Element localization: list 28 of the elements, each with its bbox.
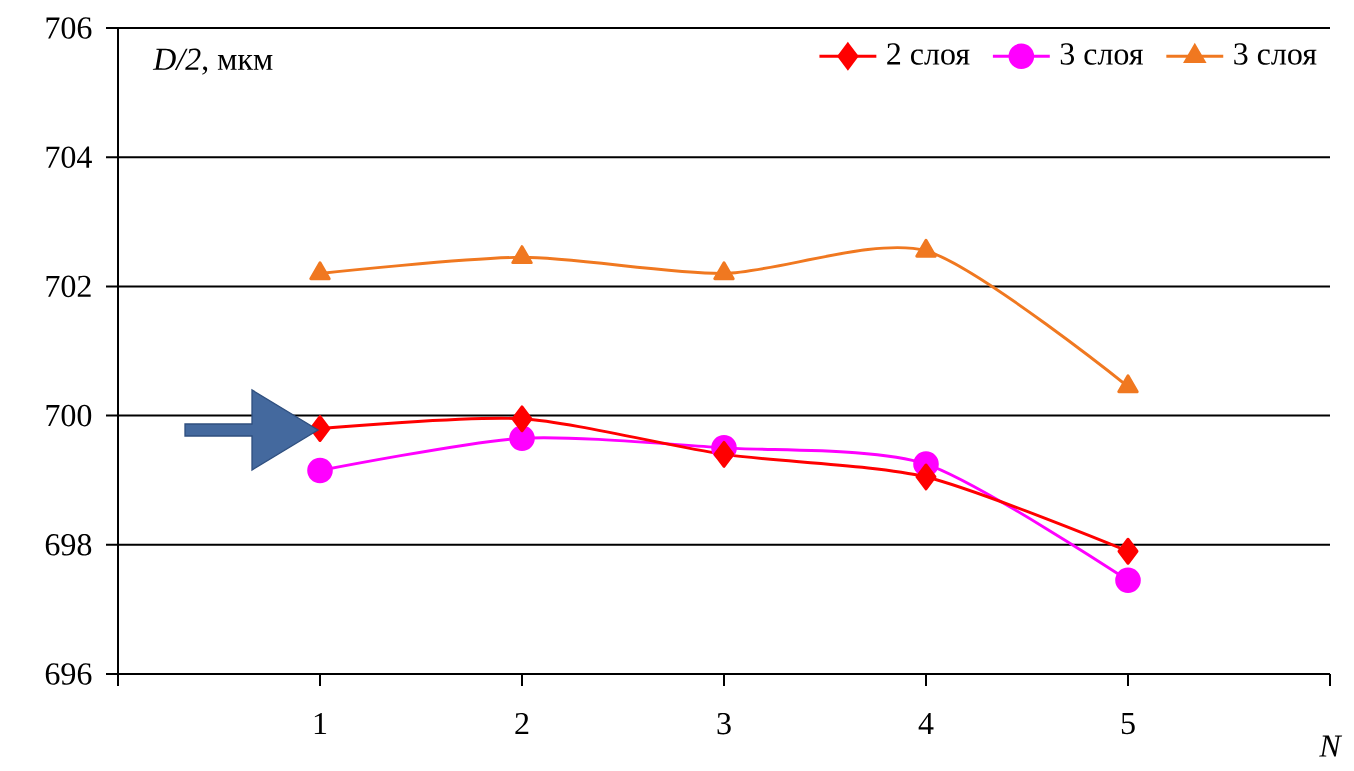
point — [915, 238, 937, 258]
x-tick-label: 2 — [515, 712, 529, 735]
y-tick-label: 696 — [45, 663, 92, 685]
legend-label: 2 слоя — [887, 43, 970, 65]
point — [1115, 567, 1141, 594]
legend-label: 3 слоя — [1234, 43, 1317, 65]
y-tick-label: 704 — [46, 146, 92, 168]
y-axis-title: D/2, мкм — [152, 48, 273, 75]
x-tick-label: 3 — [717, 712, 731, 735]
legend-label: 3 слоя — [1060, 43, 1143, 65]
point — [309, 261, 331, 281]
y-tick-label: 706 — [46, 17, 92, 39]
y-tick-label: 698 — [45, 533, 92, 556]
point — [307, 457, 333, 484]
y-tick-label: 702 — [46, 275, 91, 298]
x-tick-label: 5 — [1121, 712, 1135, 735]
point — [509, 425, 535, 451]
point — [1117, 374, 1139, 394]
x-axis-title: N — [1319, 735, 1343, 757]
y-tick-label: 700 — [46, 404, 92, 427]
point — [511, 405, 533, 433]
point — [713, 440, 735, 468]
x-tick-label: 1 — [314, 712, 327, 735]
point — [713, 261, 735, 281]
point — [1117, 537, 1139, 565]
point — [915, 463, 937, 491]
x-tick-label: 4 — [918, 712, 934, 734]
point — [511, 245, 533, 265]
